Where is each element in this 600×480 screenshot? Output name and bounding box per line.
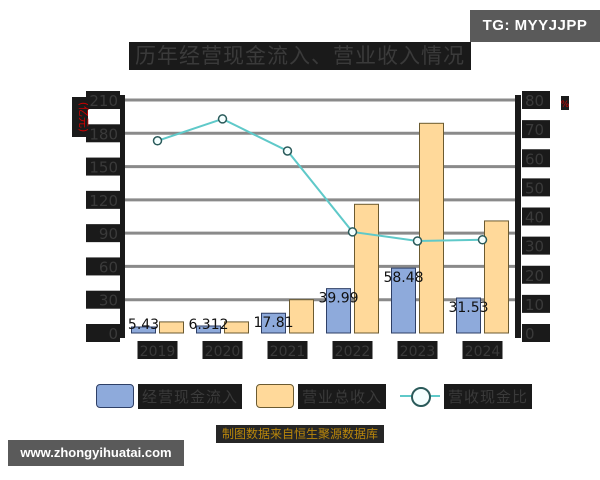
x-axis-tick: 2023 xyxy=(400,344,436,360)
right-axis-line xyxy=(515,95,521,338)
bar-cash-inflow[interactable] xyxy=(456,297,481,334)
bar-value-label: 39.99 xyxy=(318,291,358,307)
legend-swatch-blue-icon xyxy=(96,384,134,408)
legend-line-marker-icon xyxy=(400,385,441,407)
bar-cash-inflow[interactable] xyxy=(261,312,286,334)
left-axis-unit: (亿元) xyxy=(77,102,90,133)
bar-revenue[interactable] xyxy=(354,203,379,334)
right-axis-tick: 70 xyxy=(525,121,544,139)
ratio-line xyxy=(157,117,483,242)
left-axis-tick: 180 xyxy=(89,125,118,143)
website-watermark: www.zhongyihuatai.com xyxy=(8,440,184,466)
x-axis-tick: 2022 xyxy=(335,344,371,360)
right-axis-unit: % xyxy=(561,100,570,110)
x-axis-tick: 2024 xyxy=(465,344,501,360)
left-axis-line xyxy=(120,95,125,338)
left-axis-tick: 90 xyxy=(99,225,118,243)
x-axis-tick: 2021 xyxy=(270,344,306,360)
right-axis-tick: 40 xyxy=(525,209,544,227)
left-axis-tick: 120 xyxy=(89,192,118,210)
bar-cash-inflow[interactable] xyxy=(196,325,221,334)
bar-value-label: 58.48 xyxy=(383,270,423,286)
bar-revenue[interactable] xyxy=(484,220,509,334)
left-axis-tick: 0 xyxy=(108,325,118,343)
legend-label: 营业总收入 xyxy=(298,383,387,409)
legend-label: 经营现金流入 xyxy=(138,383,243,409)
bar-value-label: 5.43 xyxy=(128,317,159,333)
legend-swatch-orange-icon xyxy=(256,384,295,408)
right-axis-tick: 80 xyxy=(525,92,544,110)
telegram-watermark: TG: MYYJJPP xyxy=(470,10,600,42)
data-source-note: 制图数据来自恒生聚源数据库 xyxy=(0,425,600,443)
left-axis-tick: 60 xyxy=(99,258,118,276)
legend: 经营现金流入 营业总收入 营收现金比 xyxy=(96,383,533,409)
legend-item-revenue[interactable]: 营业总收入 xyxy=(256,383,387,409)
bar-revenue[interactable] xyxy=(224,321,249,334)
axes: 0 30 60 90 120 150 180 210 0 10 20 30 40 50 60 70 80 (亿元)… xyxy=(72,91,570,360)
bar-cash-inflow[interactable] xyxy=(391,267,416,334)
ratio-point[interactable] xyxy=(282,146,293,156)
left-axis-tick: 210 xyxy=(89,92,118,110)
left-axis-tick: 30 xyxy=(99,292,118,310)
bar-revenue[interactable] xyxy=(159,321,184,334)
ratio-point[interactable] xyxy=(347,227,358,237)
right-axis-tick: 30 xyxy=(525,238,544,256)
bar-cash-inflow[interactable] xyxy=(131,326,156,334)
bar-value-label: 17.81 xyxy=(253,315,293,331)
bar-revenue[interactable] xyxy=(419,122,444,334)
legend-item-ratio[interactable]: 营收现金比 xyxy=(400,383,533,409)
right-axis-tick: 0 xyxy=(525,325,535,343)
x-axis-tick: 2020 xyxy=(205,344,241,360)
right-axis-tick: 10 xyxy=(525,296,544,314)
ratio-point[interactable] xyxy=(477,235,488,245)
bar-revenue[interactable] xyxy=(289,299,314,334)
bar-value-label: 31.53 xyxy=(448,300,488,316)
ratio-point[interactable] xyxy=(412,236,423,246)
chart-title: 历年经营现金流入、营业收入情况 xyxy=(0,40,600,70)
bar-series xyxy=(131,122,509,334)
right-axis-tick: 20 xyxy=(525,267,544,285)
ratio-point[interactable] xyxy=(217,114,228,124)
bar-value-label: 6.312 xyxy=(188,317,228,333)
right-axis-tick: 60 xyxy=(525,150,544,168)
legend-item-cash-inflow[interactable]: 经营现金流入 xyxy=(96,383,243,409)
right-axis-tick: 50 xyxy=(525,179,544,197)
x-axis-tick: 2019 xyxy=(140,344,176,360)
ratio-point[interactable] xyxy=(152,136,163,146)
left-axis-tick: 150 xyxy=(89,159,118,177)
data-labels: 5.43 6.312 17.81 39.99 58.48 31.53 xyxy=(128,270,489,333)
gridlines xyxy=(125,98,515,302)
line-series xyxy=(152,114,488,246)
bar-cash-inflow[interactable] xyxy=(326,288,351,334)
legend-label: 营收现金比 xyxy=(444,383,533,409)
